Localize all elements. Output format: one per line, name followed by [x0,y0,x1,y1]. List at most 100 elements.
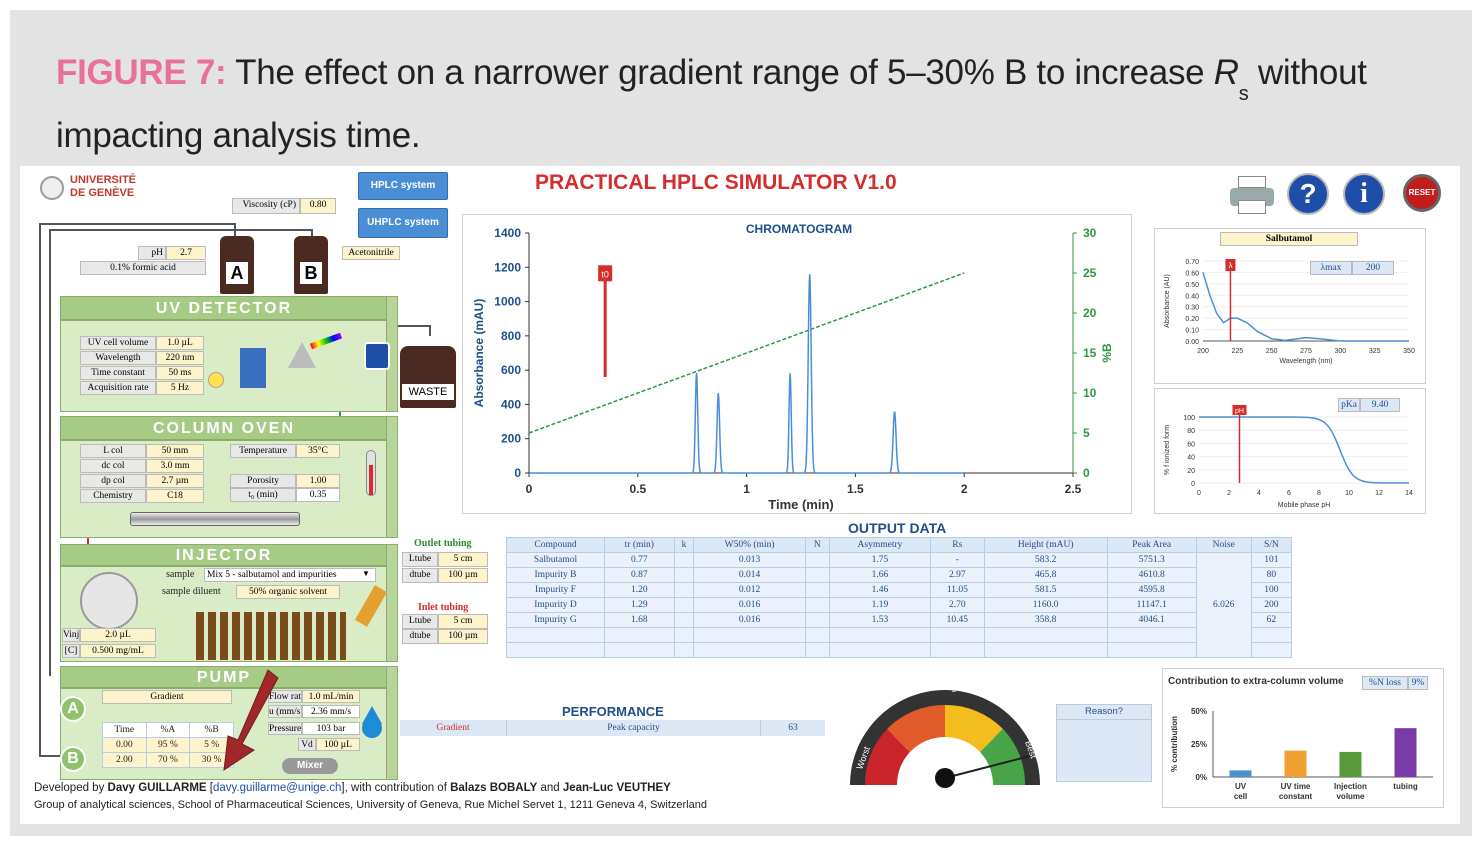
output-cell [930,627,985,643]
y-tick-label: 60 [1187,441,1195,448]
uv-param-field[interactable]: 220 nm [156,351,204,365]
y2-tick-label: 15 [1083,346,1097,360]
vinj-field[interactable]: 2.0 µL [80,628,156,642]
oven-param-field[interactable]: 2.7 µm [146,474,204,488]
solvent-a-field[interactable]: 0.1% formic acid [80,261,206,275]
info-icon[interactable]: i [1343,173,1385,215]
uv-param-label: Time constant [80,366,156,380]
x-tick-label: 6 [1287,490,1291,497]
output-cell: 200 [1250,597,1293,613]
output-cell: Salbutamol [506,552,605,568]
caption-line2: impacting analysis time. [56,116,421,155]
viscosity-field[interactable]: 0.80 [300,198,336,214]
vd-field[interactable]: 100 µL [316,738,360,751]
output-cell: Impurity G [506,612,605,628]
y-tick-label: 0 [1191,481,1195,488]
gradient-cell[interactable]: 0.00 [102,737,147,753]
output-cell [1106,627,1197,643]
chevron-down-icon[interactable]: ▼ [362,569,370,578]
gradient-row[interactable]: 2.00 70 % 30 % [102,752,234,768]
ionization-curve [1199,416,1410,484]
mixer-icon: Mixer [282,758,338,774]
flow-rate-label: Flow rate [268,690,302,703]
y-tick-label: 0.10 [1185,328,1199,335]
x-tick-label: 300 [1334,348,1346,355]
email-link[interactable]: davy.guillarme@unige.ch [212,782,342,794]
ph-field[interactable]: 2.7 [166,246,206,260]
output-row: Impurity G 1.68 0.016 1.53 10.45 358.8 4046.1 6… [506,612,1293,628]
output-cell: 0.77 [604,552,675,568]
thermometer-button-icon[interactable] [364,342,390,370]
gradient-cell[interactable]: 2.00 [102,752,147,768]
uv-param-field[interactable]: 50 ms [156,366,204,380]
uv-param-field[interactable]: 1.0 µL [156,336,204,350]
gauge-label-average: Average [928,682,961,692]
inlet-ltube-label: Ltube [402,614,438,629]
diluent-field[interactable]: 50% organic solvent [236,585,340,599]
caption-text: The effect on a narrower gradient range … [235,53,1214,92]
ph-badge [1232,405,1247,415]
output-cell [804,552,830,568]
y-tick-label: 0% [1195,773,1207,782]
porosity-label: Porosity [230,474,296,488]
noise-value: 6.026 [1195,552,1252,658]
gradient-row[interactable]: 0.00 95 % 5 % [102,737,234,753]
y2-tick-label: 0 [1083,466,1090,480]
gradient-cell[interactable]: 95 % [145,737,191,753]
reset-button[interactable]: RESET [1403,174,1441,212]
flow-rate-field[interactable]: 1.0 mL/min [302,690,360,703]
output-cell: 1.53 [828,612,932,628]
output-header: Rs [930,537,985,553]
output-cell: Impurity B [506,567,605,583]
help-icon[interactable]: ? [1287,173,1329,215]
chromatogram-trace [529,274,964,474]
gradient-cell[interactable]: 30 % [189,752,234,768]
caption-symbol: R [1213,53,1239,92]
x-tick-label: 0 [526,482,533,496]
output-cell [673,612,695,628]
gradient-cell[interactable]: 70 % [145,752,191,768]
output-cell: 0.012 [693,582,806,598]
outlet-dtube-field[interactable]: 100 µm [438,568,488,583]
oven-param-field[interactable]: 3.0 mm [146,459,204,473]
uv-param-field[interactable]: 5 Hz [156,381,204,395]
velocity-label: u (mm/s) [268,705,302,718]
university-seal-icon [40,176,64,200]
spectrum-compound: Salbutamol [1220,232,1358,246]
conc-field[interactable]: 0.500 mg/mL [80,644,156,658]
spectrum-curve [1202,272,1409,342]
author-3: Jean-Luc VEUTHEY [562,782,671,794]
output-cell: 11147.1 [1106,597,1197,613]
performance-gauge: Worst Bad Average Good Best [850,682,1040,788]
inlet-ltube-field[interactable]: 5 cm [438,614,488,629]
porosity-field[interactable]: 1.00 [296,474,340,488]
outlet-ltube-field[interactable]: 5 cm [438,552,488,567]
output-row: Impurity F 1.20 0.012 1.46 11.05 581.5 4595.8 1… [506,582,1293,598]
solvent-b-field[interactable]: Acetonitrile [342,246,400,260]
vd-label: Vd [298,738,316,751]
x-tick-label: 1.5 [847,482,864,496]
output-cell: 2.97 [930,567,985,583]
sample-select[interactable]: Mix 5 - salbutamol and impurities [204,568,376,582]
output-cell [604,627,675,643]
x-tick-label: 14 [1405,490,1413,497]
outlet-tubing-title: Outlet tubing [414,538,472,549]
uv-detector-title: UV DETECTOR [60,296,388,320]
y-tick-label: 600 [501,363,521,377]
oven-param-field[interactable]: C18 [146,489,204,503]
x-tick-label: constant [1279,792,1313,801]
oven-param-field[interactable]: 50 mm [146,444,204,458]
uhplc-system-button[interactable]: UHPLC system [358,208,448,238]
temperature-field[interactable]: 35°C [296,444,340,458]
hplc-system-button[interactable]: HPLC system [358,172,448,200]
output-row [506,642,1293,658]
gradient-header: %B [189,722,234,738]
inlet-dtube-field[interactable]: 100 µm [438,629,488,644]
x-tick-label: 1 [743,482,750,496]
printer-icon[interactable] [1230,176,1274,214]
output-cell: Impurity F [506,582,605,598]
performance-mode: Gradient [436,723,470,733]
gradient-mode-field[interactable]: Gradient [102,690,232,704]
